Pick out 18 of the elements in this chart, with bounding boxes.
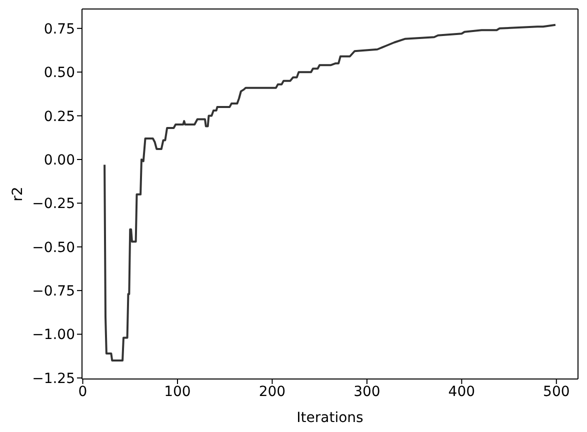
x-tick-label: 200 [258,384,286,400]
y-tick-label: −0.75 [32,284,75,300]
y-axis-title: r2 [10,186,26,202]
y-tick-label: −1.00 [32,327,75,344]
y-tick-label: 0.75 [44,21,75,38]
y-tick-label: −0.25 [32,196,75,212]
y-tick-label: −0.50 [32,240,75,256]
y-tick-label: 0.50 [44,65,75,82]
x-tick-label: 300 [354,384,380,400]
x-tick-label: 100 [164,384,191,400]
x-tick-label: 500 [543,384,570,400]
line-series [104,24,556,362]
x-tick-label: 400 [448,384,476,400]
y-tick-label: 0.25 [44,108,75,125]
y-tick-label: −1.25 [32,370,75,387]
y-tick-label: 0.00 [44,152,75,168]
x-axis-title: Iterations [296,410,364,426]
x-tick-label: 0 [78,384,88,400]
